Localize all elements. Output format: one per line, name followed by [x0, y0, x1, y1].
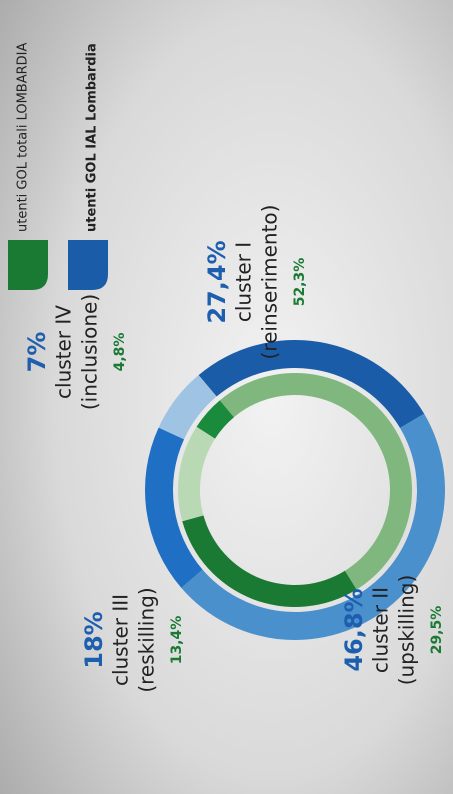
cluster-description: (inclusione) — [78, 294, 102, 410]
chart: 27,4%cluster I(reinserimento)52,3%46,8%c… — [0, 0, 453, 794]
green-percent: 29,5% — [429, 606, 445, 655]
cluster-description: (reinserimento) — [258, 205, 282, 360]
cluster-name: cluster III — [109, 594, 133, 686]
cluster-name: cluster II — [369, 587, 393, 673]
blue-percent: 18% — [80, 611, 108, 668]
green-percent: 13,4% — [169, 616, 185, 665]
legend-label: utenti GOL IAL Lombardia — [85, 43, 100, 232]
cluster-description: (reskilling) — [135, 587, 159, 692]
legend-label: utenti GOL totali LOMBARDIA — [16, 43, 31, 232]
green-percent: 4,8% — [112, 333, 128, 372]
cluster-name: cluster IV — [52, 305, 76, 399]
blue-percent: 7% — [23, 332, 51, 373]
green-percent: 52,3% — [292, 258, 308, 307]
legend-swatch — [68, 240, 108, 290]
blue-percent: 46,8% — [340, 588, 368, 671]
legend-swatch — [8, 240, 48, 290]
cluster-description: (upskilling) — [395, 575, 419, 686]
blue-percent: 27,4% — [203, 240, 231, 323]
cluster-name: cluster I — [232, 242, 256, 322]
